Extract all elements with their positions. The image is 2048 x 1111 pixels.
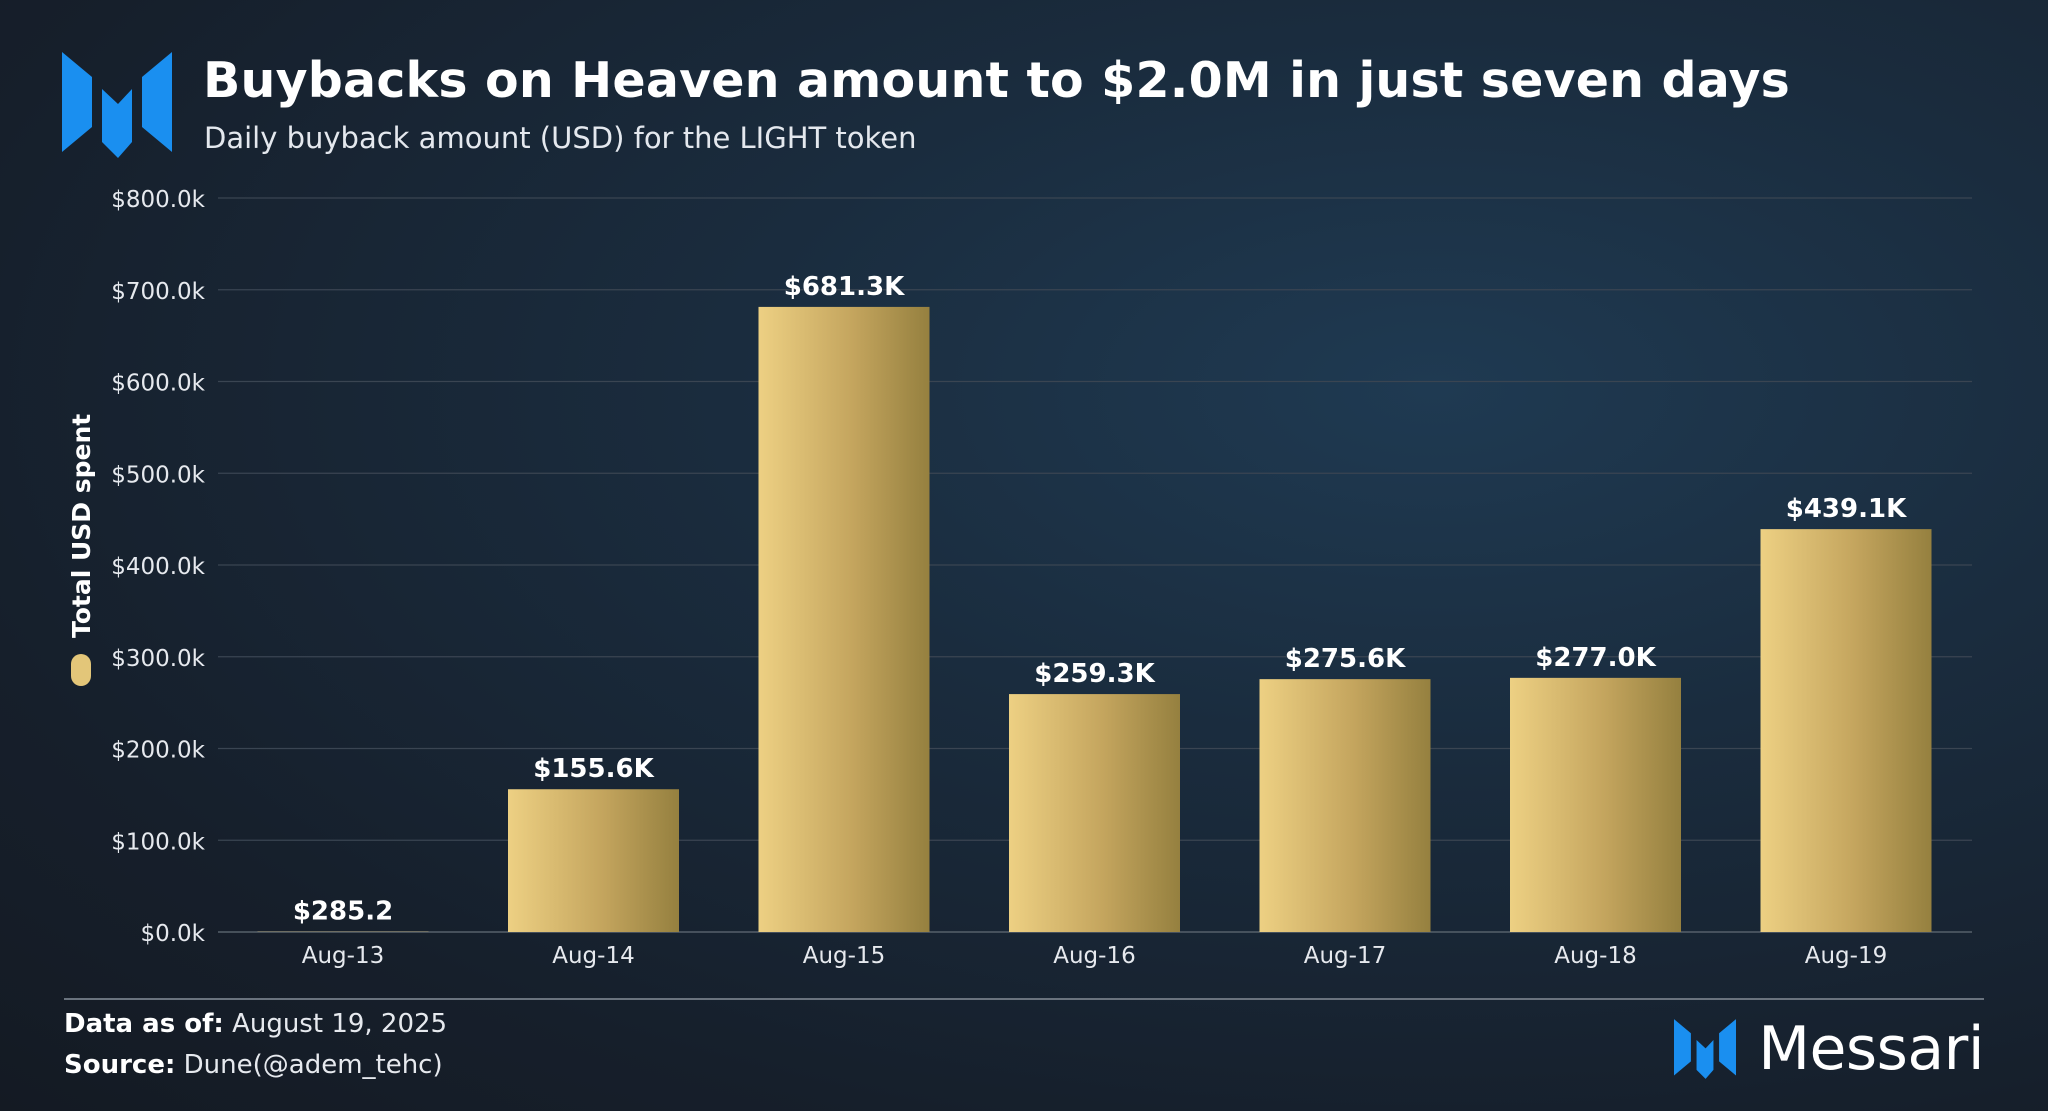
brand-name: Messari <box>1758 1014 1984 1084</box>
y-tick-label: $200.0k <box>111 738 205 764</box>
x-tick-label: Aug-18 <box>1554 943 1636 969</box>
y-tick-label: $700.0k <box>111 279 205 305</box>
data-as-of-label: Data as of: <box>64 1009 224 1039</box>
footer-divider <box>64 998 1984 1000</box>
data-as-of: Data as of: August 19, 2025 <box>64 1009 447 1039</box>
y-tick-label: $500.0k <box>111 462 205 488</box>
messari-brand-icon <box>1674 1019 1737 1079</box>
data-label: $285.2 <box>293 897 393 927</box>
legend-swatch <box>71 654 91 686</box>
chart-title: Buybacks on Heaven amount to $2.0M in ju… <box>203 52 1791 109</box>
data-label: $277.0K <box>1535 643 1656 673</box>
data-label: $259.3K <box>1034 659 1155 689</box>
x-tick-label: Aug-16 <box>1053 943 1135 969</box>
x-tick-label: Aug-14 <box>552 943 634 969</box>
y-tick-label: $800.0k <box>111 187 205 213</box>
x-tick-label: Aug-13 <box>302 943 384 969</box>
y-tick-label: $300.0k <box>111 646 205 672</box>
data-labels: $285.2 $155.6K $681.3K $259.3K $275.6K $277.0… <box>293 272 1907 927</box>
data-label: $155.6K <box>533 754 654 784</box>
brand-lockup: Messari <box>1674 1012 1984 1086</box>
data-label: $681.3K <box>784 272 905 302</box>
bar-aug-15 <box>758 306 930 933</box>
chart-subtitle: Daily buyback amount (USD) for the LIGHT… <box>204 121 917 155</box>
y-axis-title: Total USD spent <box>67 414 96 638</box>
source-label: Source: <box>64 1050 176 1080</box>
data-label: $439.1K <box>1786 494 1907 524</box>
bar-aug-18 <box>1510 677 1681 932</box>
source-value: Dune(@adem_tehc) <box>183 1050 443 1080</box>
x-tick-label: Aug-17 <box>1304 943 1386 969</box>
bar-aug-19 <box>1760 529 1932 932</box>
y-tick-label: $400.0k <box>111 554 205 580</box>
data-as-of-value: August 19, 2025 <box>232 1009 448 1039</box>
bars <box>257 306 1932 933</box>
y-tick-label: $0.0k <box>140 921 205 947</box>
bar-aug-16 <box>1009 694 1180 932</box>
data-label: $275.6K <box>1285 644 1406 674</box>
y-axis-ticks: $0.0k $100.0k $200.0k $300.0k $400.0k $500.0k… <box>111 187 205 947</box>
y-axis-title-group: Total USD spent <box>67 414 96 686</box>
source-line: Source: Dune(@adem_tehc) <box>64 1050 443 1080</box>
y-tick-label: $600.0k <box>111 371 205 397</box>
x-tick-label: Aug-19 <box>1805 943 1887 969</box>
bar-aug-14 <box>508 789 679 932</box>
x-axis-ticks: Aug-13 Aug-14 Aug-15 Aug-16 Aug-17 Aug-18 Aug-… <box>302 943 1887 969</box>
bar-aug-17 <box>1259 679 1431 932</box>
x-tick-label: Aug-15 <box>803 943 885 969</box>
messari-logo-icon <box>62 52 172 158</box>
y-tick-label: $100.0k <box>111 829 205 855</box>
